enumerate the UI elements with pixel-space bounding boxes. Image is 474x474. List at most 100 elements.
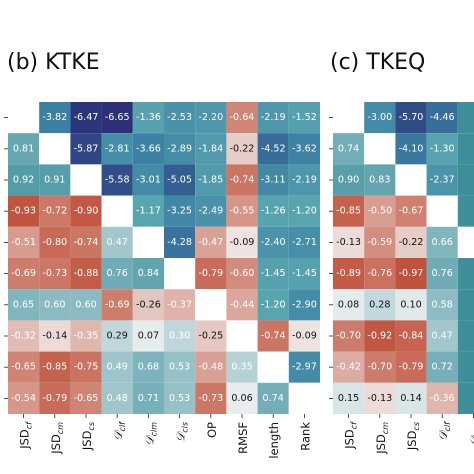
heatmap-cell — [364, 289, 396, 321]
heatmap-cell-diagonal — [333, 102, 365, 134]
heatmap-cell — [101, 289, 133, 321]
heatmap-cell-label: 0.83 — [369, 175, 390, 186]
heatmap-cell — [426, 133, 458, 165]
heatmap-cell — [364, 320, 396, 352]
heatmap-cell — [70, 133, 102, 165]
heatmap-cell-label: -0.36 — [430, 393, 455, 404]
heatmap-cell-label: -0.65 — [11, 362, 36, 373]
heatmap-cell-label: -1.52 — [292, 112, 317, 123]
x-tick-label: 𝒟cls — [174, 422, 190, 442]
heatmap-cell-cropped — [457, 133, 474, 165]
heatmap-cell-label: -1.30 — [430, 143, 455, 154]
heatmap-cell — [39, 226, 71, 258]
heatmap-cell-label: 0.76 — [107, 268, 128, 279]
heatmap-cell-label: 0.92 — [13, 175, 34, 186]
heatmap-cell — [8, 164, 40, 196]
heatmap-cell-label: -0.79 — [42, 393, 67, 404]
heatmap-cell — [70, 195, 102, 227]
heatmap-cell — [226, 382, 258, 414]
heatmap-cell — [39, 289, 71, 321]
heatmap-cell-label: 0.53 — [169, 362, 190, 373]
x-tick-label: JSDcf — [343, 421, 359, 450]
heatmap-cell — [70, 258, 102, 290]
heatmap-cell — [101, 226, 133, 258]
heatmap-cell-label: 0.30 — [169, 331, 190, 342]
heatmap-cell — [226, 289, 258, 321]
heatmap-cell — [395, 133, 427, 165]
heatmap-cell — [132, 102, 164, 134]
heatmap-cell-label: -2.49 — [198, 206, 223, 217]
heatmap-cell — [288, 258, 320, 290]
heatmap-cell — [101, 133, 133, 165]
heatmap-cell-label: 0.72 — [432, 362, 453, 373]
heatmap-cell — [132, 258, 164, 290]
heatmap-cell — [333, 351, 365, 383]
heatmap-cell — [164, 289, 196, 321]
heatmap-cell — [164, 195, 196, 227]
panel-title-ktke: (b) KTKE — [7, 50, 100, 75]
x-tick-label: 𝒟clf — [436, 421, 452, 441]
x-tick-label: JSDcm — [374, 422, 390, 455]
heatmap-cell — [288, 133, 320, 165]
heatmap-cell-label: -3.25 — [167, 206, 192, 217]
heatmap-cell-label: -0.85 — [336, 206, 361, 217]
heatmap-cell-diagonal — [257, 351, 289, 383]
heatmap-cell — [288, 195, 320, 227]
heatmap-cell-diagonal — [132, 226, 164, 258]
heatmap-cell — [70, 382, 102, 414]
heatmap-cell-label: 0.06 — [231, 393, 252, 404]
heatmap-cell-label: -4.28 — [167, 237, 192, 248]
heatmap-cell-label: -1.20 — [292, 206, 317, 217]
heatmap-cell — [333, 164, 365, 196]
heatmap-cell — [132, 382, 164, 414]
heatmap-cell-diagonal — [457, 226, 474, 258]
heatmap-cell-label: 0.28 — [369, 299, 390, 310]
heatmap-cell-label: -0.50 — [367, 206, 392, 217]
heatmap-cell-label: 0.07 — [138, 331, 159, 342]
heatmap-cell — [70, 320, 102, 352]
x-tick-label: JSDcs — [80, 422, 96, 451]
heatmap-cell — [288, 164, 320, 196]
heatmap-cell-cropped — [457, 164, 474, 196]
heatmap-cell-label: -0.72 — [42, 206, 67, 217]
heatmap-cell-label: -1.20 — [261, 299, 286, 310]
heatmap-cell-label: -0.48 — [198, 362, 223, 373]
heatmap-cell — [226, 133, 258, 165]
heatmap-cell — [226, 351, 258, 383]
heatmap-cell — [164, 351, 196, 383]
panel-title-tkeq: (c) TKEQ — [330, 50, 426, 75]
heatmap-cell — [257, 258, 289, 290]
x-tick-label: OP — [205, 422, 219, 438]
heatmap-cell — [132, 195, 164, 227]
heatmap-cell — [101, 351, 133, 383]
heatmap-cell-label: -0.85 — [42, 362, 67, 373]
heatmap-cell — [257, 102, 289, 134]
x-tick-label: JSDcf — [18, 421, 34, 450]
heatmap-cell — [257, 289, 289, 321]
heatmap-cell-label: -0.14 — [42, 331, 67, 342]
heatmap-cell-cropped — [457, 351, 474, 383]
heatmap-cell — [132, 289, 164, 321]
heatmap-cell — [132, 133, 164, 165]
heatmap-cell — [8, 382, 40, 414]
heatmap-cell-label: 0.29 — [107, 331, 128, 342]
heatmap-cell-label: 0.68 — [138, 362, 159, 373]
heatmap-cell-cropped — [457, 195, 474, 227]
heatmap-cell-label: -0.32 — [11, 331, 36, 342]
heatmap-cell-label: -3.01 — [136, 175, 161, 186]
heatmap-cell-label: -0.35 — [74, 331, 99, 342]
heatmap-cell — [364, 226, 396, 258]
heatmap-cell — [101, 320, 133, 352]
heatmap-cell — [164, 320, 196, 352]
heatmap-cell-diagonal — [364, 133, 396, 165]
heatmap-cell-label: -2.40 — [261, 237, 286, 248]
heatmap-cell — [132, 351, 164, 383]
heatmap-cell-diagonal — [164, 258, 196, 290]
heatmap-cell — [333, 226, 365, 258]
heatmap-cell — [164, 226, 196, 258]
heatmap-cell-label: 0.58 — [432, 299, 453, 310]
heatmap-cell-cropped — [457, 320, 474, 352]
heatmap-cell — [426, 382, 458, 414]
heatmap-cell-label: -0.59 — [367, 237, 392, 248]
